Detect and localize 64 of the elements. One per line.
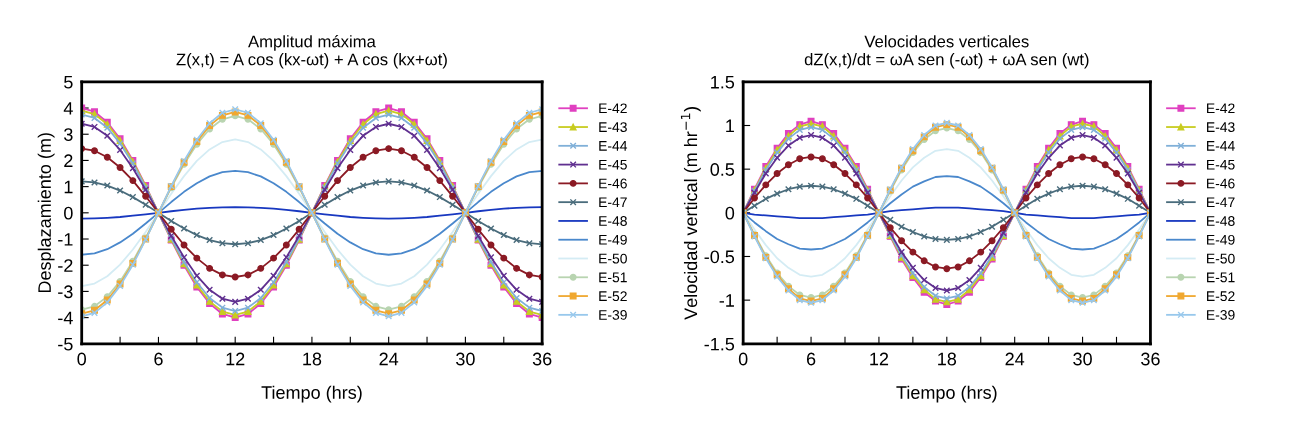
y-tick-label: -4 (58, 311, 73, 325)
legend-label: E-46 (599, 178, 627, 189)
legend-label: E-43 (1207, 122, 1235, 133)
y-tick-label: 4 (63, 102, 73, 115)
legend-label: E-48 (1207, 216, 1235, 226)
chart-subtitle: Z(x,t) = A cos (kx-ωt) + A cos (kx+ωt) (176, 53, 447, 69)
legend-label: E-48 (599, 216, 627, 226)
y-tick-label: 0 (64, 206, 73, 220)
y-tick-label: 2 (64, 154, 73, 167)
chart-title: Amplitud máxima (248, 34, 376, 51)
x-axis-title: Tiempo (hrs) (261, 385, 362, 403)
x-tick-label: 36 (532, 352, 552, 366)
x-tick-label: 18 (303, 352, 322, 366)
legend-label: E-49 (1207, 234, 1235, 245)
y-tick-label: -0.5 (704, 250, 735, 264)
legend-label: E-44 (599, 141, 628, 151)
y-tick-label: -1 (719, 294, 734, 307)
legend-label: E-50 (599, 253, 627, 264)
legend-label: E-45 (599, 159, 627, 170)
x-tick-label: 30 (1073, 352, 1092, 366)
y-tick-label: 1.5 (711, 75, 735, 89)
y-tick-label: -3 (58, 285, 73, 299)
x-tick-label: 12 (870, 352, 889, 366)
legend-label: E-42 (599, 103, 627, 114)
legend-label: E-39 (1207, 310, 1235, 320)
x-tick-label: 18 (938, 352, 957, 366)
x-tick-label: 36 (1141, 352, 1160, 366)
y-tick-label: -1 (58, 233, 73, 246)
x-tick-label: 12 (226, 352, 245, 366)
legend-label: E-47 (1207, 197, 1235, 208)
y-axis-title: Desplazamiento (m) (37, 133, 55, 293)
y-tick-label: 3 (64, 128, 73, 141)
y-tick-label: -2 (58, 259, 73, 272)
legend-label: E-46 (1207, 178, 1235, 189)
x-tick-label: 0 (77, 352, 87, 366)
legend-label: E-52 (599, 291, 627, 302)
legend-label: E-51 (1207, 272, 1235, 283)
x-tick-label: 30 (456, 352, 475, 366)
chart-subtitle: dZ(x,t)/dt = ωA sen (-ωt) + ωA sen (wt) (804, 53, 1089, 69)
y-tick-label: 1 (64, 180, 73, 194)
x-tick-label: 24 (1005, 352, 1025, 366)
legend-label: E-45 (1207, 159, 1235, 170)
x-axis-title: Tiempo (hrs) (896, 385, 997, 403)
x-tick-label: 0 (738, 352, 748, 366)
x-tick-label: 6 (806, 352, 816, 366)
legend-label: E-47 (599, 197, 627, 208)
legend-label: E-39 (599, 310, 627, 320)
y-tick-label: -5 (58, 337, 73, 351)
y-axis-title: Velocidad vertical (m hr$^{−1}$) (680, 107, 701, 320)
legend-label: E-43 (599, 122, 627, 133)
y-tick-label: 1 (726, 119, 734, 133)
chart-title: Velocidades verticales (864, 35, 1029, 48)
legend-label: E-50 (1207, 253, 1235, 264)
y-tick-label: -1.5 (704, 337, 735, 351)
legend-label: E-51 (599, 272, 627, 283)
y-tick-label: 5 (64, 75, 73, 89)
legend-label: E-52 (1207, 291, 1235, 302)
x-tick-label: 24 (379, 352, 399, 366)
y-tick-label: 0.5 (710, 163, 735, 176)
y-tick-label: 0 (725, 206, 735, 220)
legend-label: E-42 (1207, 103, 1235, 114)
x-tick-label: 6 (154, 352, 163, 366)
legend-label: E-49 (599, 234, 627, 245)
legend-label: E-44 (1207, 141, 1235, 151)
